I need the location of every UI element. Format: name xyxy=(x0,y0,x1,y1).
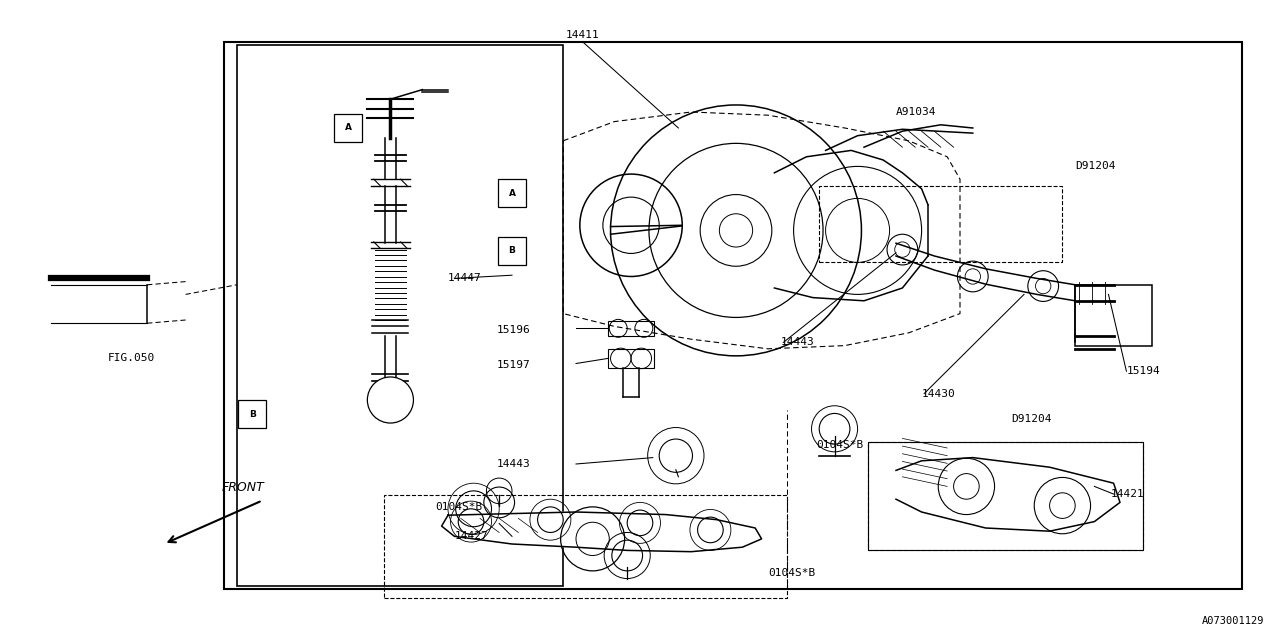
Text: 14443: 14443 xyxy=(497,459,530,469)
Polygon shape xyxy=(896,458,1120,531)
Text: FIG.050: FIG.050 xyxy=(109,353,155,364)
Bar xyxy=(498,179,526,207)
Bar xyxy=(868,442,1143,550)
Bar xyxy=(384,495,787,598)
Bar xyxy=(334,114,362,142)
Text: 0104S*B: 0104S*B xyxy=(768,568,815,578)
Ellipse shape xyxy=(1034,477,1091,534)
Bar xyxy=(868,442,1143,550)
Bar xyxy=(224,42,1242,589)
Bar xyxy=(238,400,266,428)
Text: 15197: 15197 xyxy=(497,360,530,370)
Bar xyxy=(608,321,654,336)
Text: A: A xyxy=(508,189,516,198)
Text: 15194: 15194 xyxy=(1126,366,1160,376)
Bar xyxy=(498,237,526,265)
Text: 14443: 14443 xyxy=(781,337,814,348)
Text: A073001129: A073001129 xyxy=(1202,616,1265,626)
Text: A: A xyxy=(344,124,352,132)
Text: 14411: 14411 xyxy=(566,30,599,40)
Text: 14427: 14427 xyxy=(454,531,488,541)
Ellipse shape xyxy=(367,377,413,423)
Text: B: B xyxy=(248,410,256,419)
Text: D91204: D91204 xyxy=(1075,161,1116,172)
Bar xyxy=(608,349,654,368)
Text: 14430: 14430 xyxy=(922,388,955,399)
Text: A91034: A91034 xyxy=(896,107,937,117)
Bar xyxy=(819,186,1062,262)
Text: 0104S*B: 0104S*B xyxy=(817,440,864,450)
Polygon shape xyxy=(442,512,762,552)
Text: 0104S*B: 0104S*B xyxy=(435,502,483,512)
Ellipse shape xyxy=(938,458,995,515)
Text: D91204: D91204 xyxy=(1011,414,1052,424)
Bar xyxy=(1075,285,1152,346)
Text: B: B xyxy=(508,246,516,255)
Text: 15196: 15196 xyxy=(497,324,530,335)
Bar xyxy=(237,45,563,586)
Text: 14447: 14447 xyxy=(448,273,481,284)
Text: FRONT: FRONT xyxy=(221,481,265,494)
Text: 14421: 14421 xyxy=(1111,489,1144,499)
